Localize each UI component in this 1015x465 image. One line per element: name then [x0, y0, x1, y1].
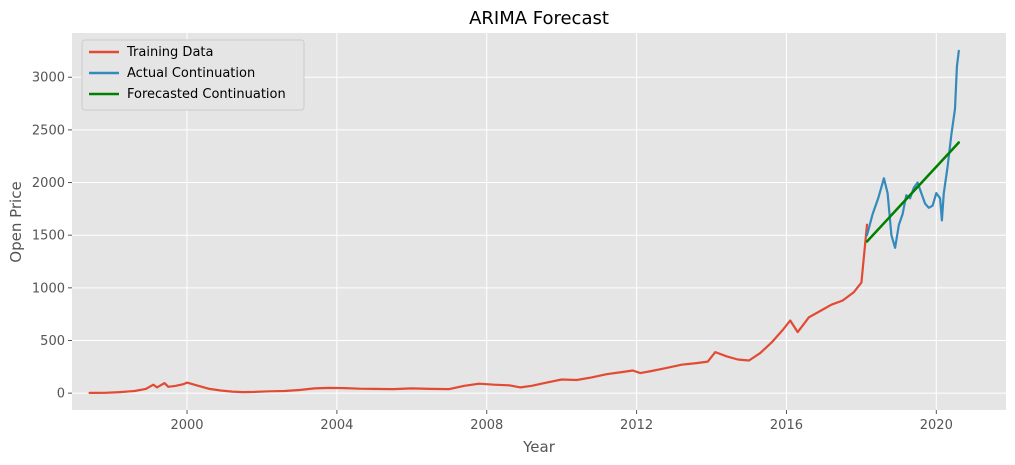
- y-tick-label: 3000: [32, 71, 65, 86]
- legend-label-actual: Actual Continuation: [127, 66, 255, 81]
- series-line-forecasted-continuation: [865, 141, 961, 243]
- legend-label-forecast: Forecasted Continuation: [127, 87, 286, 102]
- y-tick-label: 2500: [32, 123, 65, 138]
- series-line-actual-continuation: [865, 49, 960, 249]
- legend-box: [81, 39, 305, 111]
- x-tick-label: 2004: [320, 418, 353, 433]
- x-axis-label: Year: [522, 438, 556, 456]
- y-axis-label: Open Price: [7, 181, 25, 262]
- y-tick-label: 1500: [32, 229, 65, 244]
- series-line-training-data: [88, 223, 869, 394]
- legend-label-training: Training Data: [126, 45, 213, 60]
- y-tick-label: 0: [57, 387, 65, 402]
- x-tick-label: 2008: [470, 418, 503, 433]
- x-tick-label: 2000: [170, 418, 203, 433]
- series-lines: [88, 49, 961, 394]
- x-tick-label: 2012: [620, 418, 653, 433]
- x-tick-label: 2016: [770, 418, 803, 433]
- tick-labels: 2000 2004 2008 2012 2016 2020 0 500 1000 1500 2000…: [32, 71, 953, 433]
- chart-title: ARIMA Forecast: [469, 8, 609, 29]
- grid-lines: [72, 33, 1006, 410]
- y-tick-label: 500: [40, 334, 65, 349]
- y-tick-label: 1000: [32, 281, 65, 296]
- x-tick-label: 2020: [920, 418, 953, 433]
- y-tick-label: 2000: [32, 176, 65, 191]
- legend: Training Data Actual Continuation Foreca…: [81, 39, 305, 111]
